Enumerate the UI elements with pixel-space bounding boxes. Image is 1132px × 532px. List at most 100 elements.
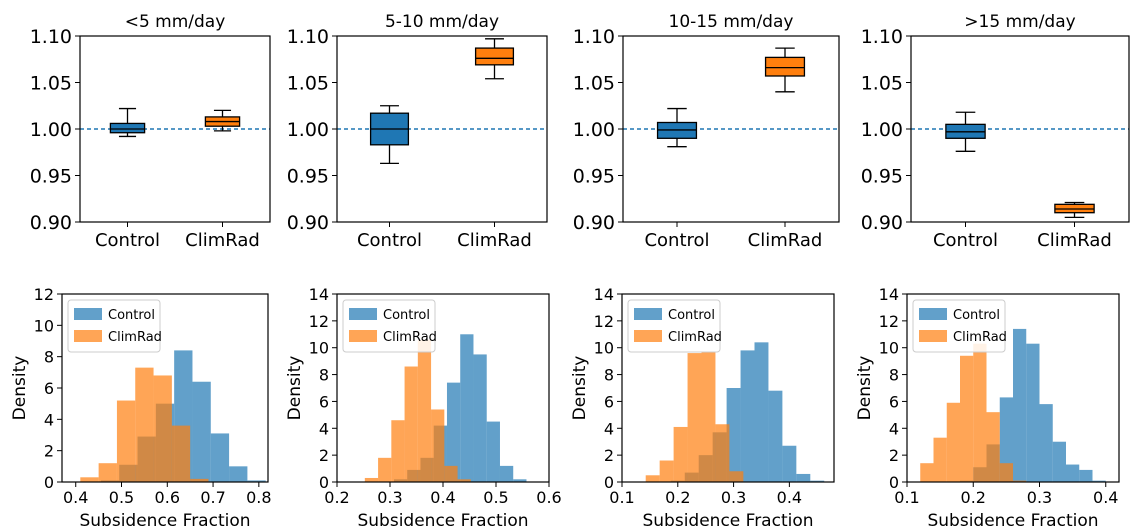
y-tick-label: 8 xyxy=(319,366,329,385)
x-tick-label: 0.2 xyxy=(324,488,349,507)
legend-label: ClimRad xyxy=(383,330,437,345)
bar-climrad xyxy=(701,351,716,482)
bar-climrad xyxy=(715,424,730,482)
y-tick-label: 12 xyxy=(34,285,54,304)
y-tick-label: 6 xyxy=(319,392,329,411)
y-tick-label: 1.10 xyxy=(30,26,72,48)
bar-climrad xyxy=(135,367,154,482)
x-tick-label: Control xyxy=(357,230,422,251)
y-axis-label: Density xyxy=(285,356,305,421)
legend-label: ClimRad xyxy=(953,330,1007,345)
x-tick-label: 0.2 xyxy=(961,488,986,507)
legend-swatch-climrad xyxy=(349,330,377,342)
bar-climrad xyxy=(404,366,418,482)
axes-frame xyxy=(336,35,548,223)
box-climrad xyxy=(474,47,515,66)
y-tick-label: 10 xyxy=(34,316,54,335)
legend-swatch-control xyxy=(74,308,102,320)
legend-label: Control xyxy=(383,308,430,323)
histogram-panel-4: 0 2 4 6 8 10 12 14 0.1 0.2 0.3 0.4 Subsidence Fracti… xyxy=(855,285,1120,531)
histogram-panel-1: 0 2 4 6 8 10 12 0.4 0.5 0.6 0.7 0.8 Subsidence Fract… xyxy=(10,285,272,531)
legend: Control ClimRad xyxy=(627,299,722,353)
bars xyxy=(920,328,1106,482)
y-tick-label: 1.10 xyxy=(861,26,903,48)
y-tick-label: 12 xyxy=(309,312,329,331)
x-tick-label: 0.3 xyxy=(1027,488,1052,507)
bar-control xyxy=(796,473,811,482)
x-axis-label: Subsidence Fraction xyxy=(357,511,528,531)
y-tick-label: 2 xyxy=(44,442,54,461)
x-tick-label: 0.4 xyxy=(430,488,455,507)
bar-climrad xyxy=(687,353,702,482)
legend-swatch-control xyxy=(349,308,377,320)
y-tick-label: 1.05 xyxy=(287,73,329,95)
x-tick-label: 0.3 xyxy=(377,488,402,507)
x-tick-label: ClimRad xyxy=(185,230,260,251)
bar-control xyxy=(726,388,741,482)
axes-frame xyxy=(621,293,835,483)
bar-climrad xyxy=(457,479,471,482)
bar-control xyxy=(499,465,514,482)
y-tick-label: 0.90 xyxy=(287,212,329,234)
bar-control xyxy=(1026,343,1040,482)
x-axis-label: Subsidence Fraction xyxy=(642,511,813,531)
bar-control xyxy=(999,397,1013,482)
x-tick-label: 0.8 xyxy=(246,488,271,507)
bar-climrad xyxy=(364,477,379,482)
y-tick-label: 8 xyxy=(44,348,54,367)
x-tick-label: 0.6 xyxy=(155,488,180,507)
y-tick-label: 4 xyxy=(319,419,329,438)
y-tick-label: 2 xyxy=(889,446,899,465)
bar-control xyxy=(1013,328,1027,482)
legend-label: ClimRad xyxy=(108,330,162,345)
legend-swatch-climrad xyxy=(74,330,102,342)
y-tick-label: 8 xyxy=(604,366,614,385)
y-tick-label: 0.90 xyxy=(861,212,903,234)
panel-title: >15 mm/day xyxy=(964,12,1075,32)
bar-climrad xyxy=(153,375,172,482)
y-tick-label: 10 xyxy=(594,339,614,358)
x-tick-label: 0.5 xyxy=(109,488,134,507)
y-tick-label: 4 xyxy=(44,410,54,429)
panel-title: <5 mm/day xyxy=(125,12,226,32)
y-tick-label: 6 xyxy=(44,379,54,398)
legend: Control ClimRad xyxy=(912,299,1007,353)
bar-climrad xyxy=(920,463,934,482)
bar-control xyxy=(473,354,487,482)
x-tick-label: 0.3 xyxy=(721,488,746,507)
axes-frame xyxy=(622,35,840,223)
y-tick-label: 2 xyxy=(604,446,614,465)
x-tick-label: Control xyxy=(644,230,709,251)
bar-control xyxy=(486,421,500,482)
bar-climrad xyxy=(80,477,99,482)
y-tick-label: 6 xyxy=(889,392,899,411)
y-tick-label: 14 xyxy=(879,285,899,304)
x-tick-label: 0.4 xyxy=(63,488,88,507)
bar-control xyxy=(1066,464,1080,482)
x-tick-label: ClimRad xyxy=(1037,230,1112,251)
x-axis-label: Subsidence Fraction xyxy=(79,511,250,531)
bar-climrad xyxy=(190,478,209,482)
axes-frame xyxy=(79,35,271,223)
legend-swatch-control xyxy=(634,308,662,320)
y-tick-label: 6 xyxy=(604,392,614,411)
bars xyxy=(80,350,266,482)
bar-control xyxy=(1079,469,1093,482)
y-tick-label: 12 xyxy=(879,312,899,331)
axes-frame xyxy=(61,293,269,483)
y-tick-label: 4 xyxy=(604,419,614,438)
bar-climrad xyxy=(729,471,744,482)
legend-label: ClimRad xyxy=(668,330,722,345)
bars xyxy=(364,334,527,482)
bar-control xyxy=(229,466,248,482)
bar-control xyxy=(810,480,825,482)
bar-climrad xyxy=(171,425,191,482)
bar-climrad xyxy=(973,343,987,482)
bar-climrad xyxy=(444,465,458,482)
y-tick-label: 14 xyxy=(594,285,614,304)
y-tick-label: 1.00 xyxy=(287,119,329,141)
bar-climrad xyxy=(378,457,392,482)
x-tick-label: 0.4 xyxy=(777,488,802,507)
bar-control xyxy=(768,390,783,482)
